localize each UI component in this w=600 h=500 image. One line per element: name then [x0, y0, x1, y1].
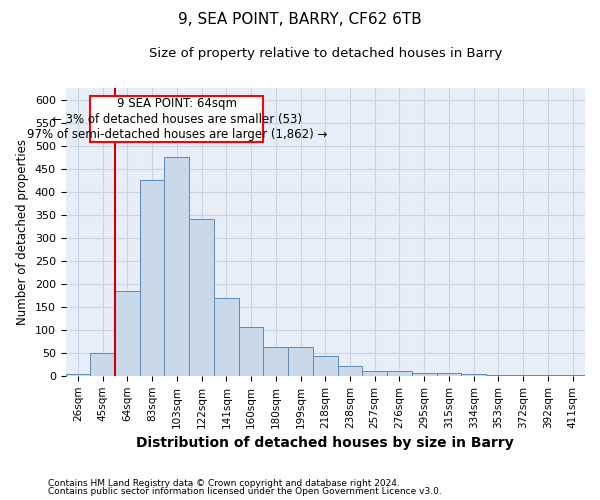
Bar — [313, 356, 338, 376]
X-axis label: Distribution of detached houses by size in Barry: Distribution of detached houses by size … — [136, 436, 514, 450]
Bar — [214, 298, 239, 376]
Bar — [115, 290, 140, 376]
Bar — [164, 157, 189, 376]
Bar — [65, 374, 90, 376]
Bar — [239, 326, 263, 376]
Text: Contains HM Land Registry data © Crown copyright and database right 2024.: Contains HM Land Registry data © Crown c… — [48, 478, 400, 488]
Text: ← 3% of detached houses are smaller (53): ← 3% of detached houses are smaller (53) — [52, 112, 302, 126]
Bar — [362, 371, 387, 376]
Bar — [560, 375, 585, 376]
Bar — [140, 180, 164, 376]
Bar — [412, 373, 437, 376]
Title: Size of property relative to detached houses in Barry: Size of property relative to detached ho… — [149, 48, 502, 60]
Bar — [263, 348, 288, 376]
Bar — [437, 373, 461, 376]
Bar — [536, 375, 560, 376]
Bar — [387, 371, 412, 376]
Text: 97% of semi-detached houses are larger (1,862) →: 97% of semi-detached houses are larger (… — [26, 128, 327, 141]
Bar — [338, 366, 362, 376]
Bar — [90, 96, 263, 142]
Text: 9 SEA POINT: 64sqm: 9 SEA POINT: 64sqm — [117, 98, 237, 110]
Bar — [461, 374, 486, 376]
Bar — [189, 220, 214, 376]
Bar — [511, 375, 536, 376]
Text: 9, SEA POINT, BARRY, CF62 6TB: 9, SEA POINT, BARRY, CF62 6TB — [178, 12, 422, 28]
Bar — [288, 348, 313, 376]
Bar — [486, 375, 511, 376]
Text: Contains public sector information licensed under the Open Government Licence v3: Contains public sector information licen… — [48, 487, 442, 496]
Y-axis label: Number of detached properties: Number of detached properties — [16, 139, 29, 325]
Bar — [90, 353, 115, 376]
